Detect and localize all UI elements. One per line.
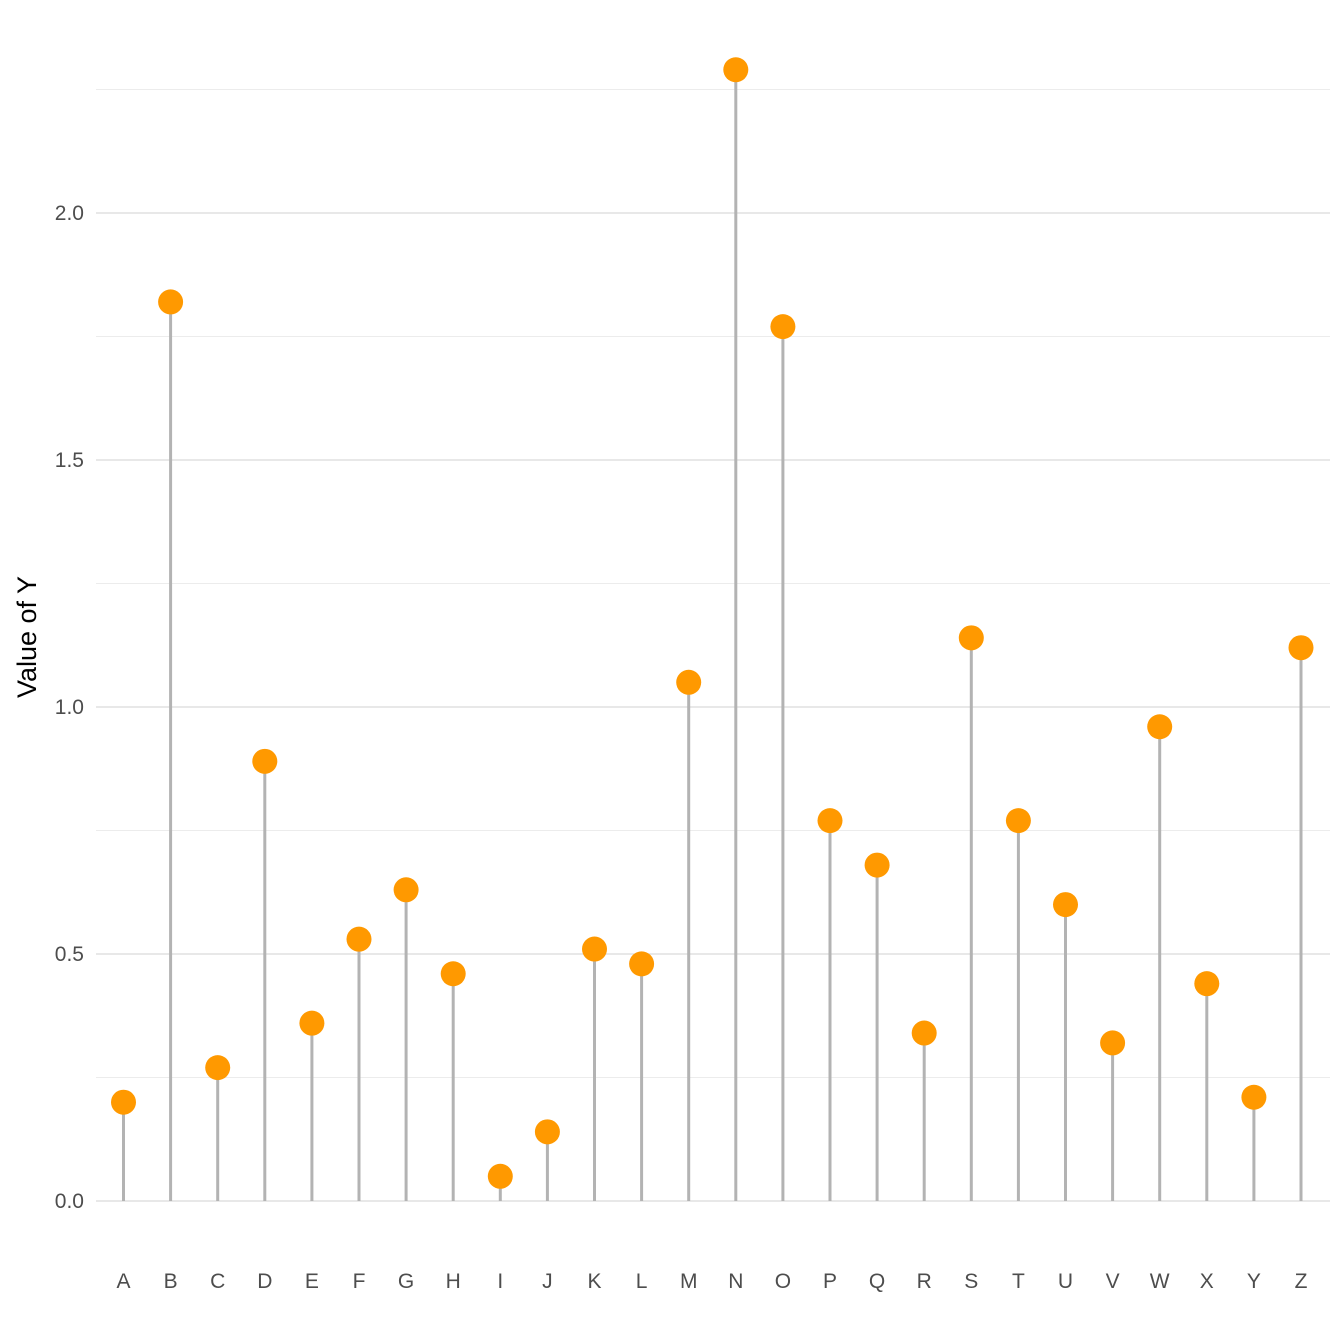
- lollipop-point: [1053, 892, 1078, 918]
- x-tick-label: V: [1106, 1270, 1120, 1293]
- x-tick-label: H: [446, 1270, 461, 1293]
- x-tick-label: X: [1200, 1270, 1214, 1293]
- lollipop-point: [252, 748, 278, 774]
- y-tick-label: 0.0: [55, 1190, 84, 1213]
- x-tick-label: Y: [1247, 1270, 1261, 1293]
- lollipop-point: [1100, 1030, 1126, 1056]
- y-tick-label: 0.5: [55, 943, 84, 966]
- x-axis-ticks: A B C D E F G H I J K L M N O P Q R S T U V W X Y Z: [116, 1270, 1307, 1293]
- lollipop-point: [582, 936, 607, 962]
- lollipop-point: [346, 926, 372, 952]
- y-tick-label: 2.0: [55, 202, 84, 225]
- y-tick-label: 1.5: [55, 449, 84, 472]
- x-tick-label: M: [680, 1270, 698, 1293]
- lollipop-point: [1194, 971, 1220, 997]
- x-tick-label: J: [542, 1270, 553, 1293]
- lollipop-point: [1005, 808, 1031, 834]
- lollipop-point: [205, 1055, 231, 1081]
- x-tick-label: L: [636, 1270, 648, 1293]
- lollipop-point: [770, 314, 796, 340]
- stem-layer: [122, 69, 1303, 1201]
- x-tick-label: R: [917, 1270, 932, 1293]
- x-tick-label: P: [823, 1270, 837, 1293]
- x-tick-label: S: [964, 1270, 978, 1293]
- x-tick-label: B: [164, 1270, 178, 1293]
- point-layer: [111, 57, 1314, 1189]
- lollipop-point: [299, 1010, 325, 1036]
- y-tick-label: 1.0: [55, 696, 84, 719]
- x-tick-label: G: [398, 1270, 414, 1293]
- lollipop-point: [958, 625, 984, 651]
- lollipop-point: [534, 1119, 560, 1145]
- lollipop-point: [1288, 635, 1314, 661]
- lollipop-point: [723, 57, 749, 83]
- x-tick-label: D: [257, 1270, 272, 1293]
- lollipop-point: [1147, 714, 1173, 740]
- grid-layer: [96, 89, 1330, 1202]
- lollipop-point: [817, 808, 843, 834]
- x-tick-label: U: [1058, 1270, 1073, 1293]
- lollipop-point: [158, 289, 184, 315]
- x-tick-label: A: [116, 1270, 130, 1293]
- x-tick-label: N: [728, 1270, 743, 1293]
- lollipop-point: [864, 852, 890, 878]
- lollipop-point: [629, 951, 655, 977]
- y-axis-title: Value of Y: [12, 576, 42, 698]
- x-tick-label: W: [1150, 1270, 1170, 1293]
- lollipop-point: [393, 877, 419, 903]
- lollipop-point: [111, 1089, 136, 1115]
- x-tick-label: F: [353, 1270, 366, 1293]
- lollipop-point: [911, 1020, 937, 1046]
- x-tick-label: I: [497, 1270, 503, 1293]
- y-axis-ticks: 0.0 0.5 1.0 1.5 2.0: [55, 202, 84, 1213]
- x-tick-label: E: [305, 1270, 319, 1293]
- x-tick-label: K: [587, 1270, 601, 1293]
- lollipop-point: [487, 1163, 513, 1189]
- lollipop-point: [440, 961, 466, 987]
- lollipop-point: [1241, 1084, 1267, 1110]
- x-tick-label: Z: [1295, 1270, 1308, 1293]
- x-tick-label: C: [210, 1270, 225, 1293]
- x-tick-label: T: [1012, 1270, 1025, 1293]
- x-tick-label: O: [775, 1270, 791, 1293]
- lollipop-point: [676, 669, 702, 695]
- x-tick-label: Q: [869, 1270, 885, 1293]
